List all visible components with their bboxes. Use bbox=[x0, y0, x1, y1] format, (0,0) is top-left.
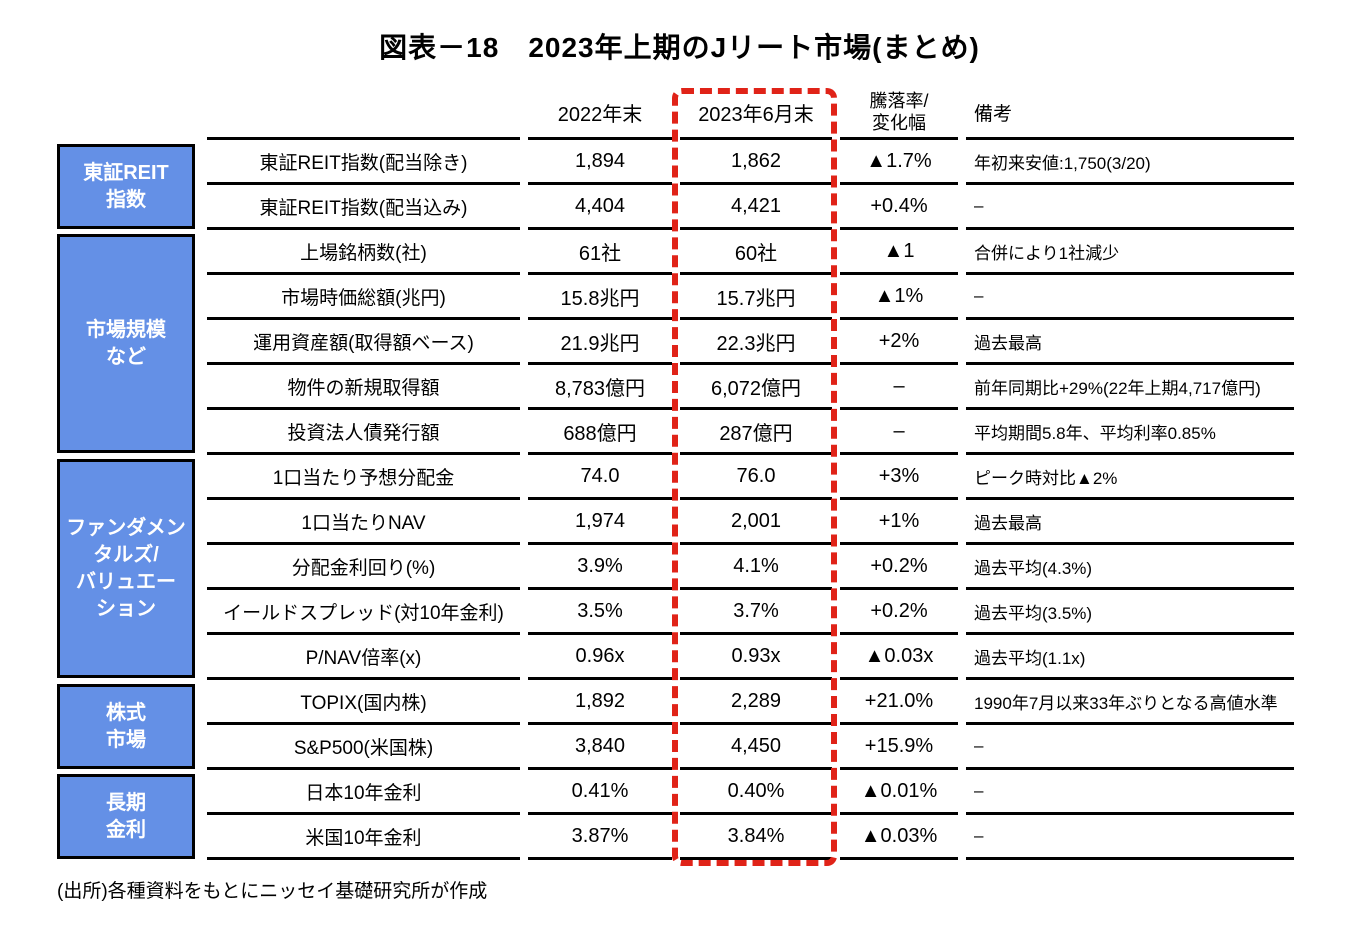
value-2022: 61社 bbox=[528, 230, 672, 275]
value-change: ▲1.7% bbox=[840, 140, 958, 185]
table-grid: 2022年末 2023年6月末 騰落率/ 変化幅 備考 東証REIT指数(配当除… bbox=[207, 88, 1294, 860]
value-2023: 3.84% bbox=[680, 815, 832, 860]
value-change: +15.9% bbox=[840, 725, 958, 770]
row-label: 1口当たりNAV bbox=[207, 500, 520, 545]
value-2022: 688億円 bbox=[528, 410, 672, 455]
value-2022: 1,974 bbox=[528, 500, 672, 545]
value-change: +3% bbox=[840, 455, 958, 500]
value-note: 年初来安値:1,750(3/20) bbox=[966, 140, 1294, 185]
row-label: S&P500(米国株) bbox=[207, 725, 520, 770]
value-note: 過去平均(1.1x) bbox=[966, 635, 1294, 680]
row-label: P/NAV倍率(x) bbox=[207, 635, 520, 680]
value-note: 1990年7月以来33年ぶりとなる高値水準 bbox=[966, 680, 1294, 725]
value-2022: 4,404 bbox=[528, 185, 672, 230]
row-label: 東証REIT指数(配当除き) bbox=[207, 140, 520, 185]
row-label: 米国10年金利 bbox=[207, 815, 520, 860]
value-note: 過去平均(3.5%) bbox=[966, 590, 1294, 635]
value-2023: 2,001 bbox=[680, 500, 832, 545]
value-2022: 1,894 bbox=[528, 140, 672, 185]
value-2022: 74.0 bbox=[528, 455, 672, 500]
value-note: ピーク時対比▲2% bbox=[966, 455, 1294, 500]
row-label: 運用資産額(取得額ベース) bbox=[207, 320, 520, 365]
row-label: 1口当たり予想分配金 bbox=[207, 455, 520, 500]
value-note: 平均期間5.8年、平均利率0.85% bbox=[966, 410, 1294, 455]
value-note: 過去最高 bbox=[966, 320, 1294, 365]
value-note: 過去最高 bbox=[966, 500, 1294, 545]
value-change: +21.0% bbox=[840, 680, 958, 725]
row-label: 分配金利回り(%) bbox=[207, 545, 520, 590]
source-note: (出所)各種資料をもとにニッセイ基礎研究所が作成 bbox=[57, 881, 488, 902]
value-2022: 1,892 bbox=[528, 680, 672, 725]
value-change: +0.2% bbox=[840, 590, 958, 635]
value-2023: 0.93x bbox=[680, 635, 832, 680]
value-2023: 15.7兆円 bbox=[680, 275, 832, 320]
column-header-2023: 2023年6月末 bbox=[680, 88, 832, 140]
column-header-2022: 2022年末 bbox=[528, 88, 672, 140]
value-change: ▲1% bbox=[840, 275, 958, 320]
value-2023: 0.40% bbox=[680, 770, 832, 815]
value-2022: 0.41% bbox=[528, 770, 672, 815]
column-header-change: 騰落率/ 変化幅 bbox=[840, 88, 958, 140]
value-2023: 3.7% bbox=[680, 590, 832, 635]
value-2023: 76.0 bbox=[680, 455, 832, 500]
value-change: +0.2% bbox=[840, 545, 958, 590]
column-header-remarks: 備考 bbox=[966, 88, 1294, 140]
value-note: 過去平均(4.3%) bbox=[966, 545, 1294, 590]
value-change: +1% bbox=[840, 500, 958, 545]
value-2022: 15.8兆円 bbox=[528, 275, 672, 320]
row-group-long-term-rates: 長期 金利 bbox=[57, 774, 195, 859]
value-2022: 3.5% bbox=[528, 590, 672, 635]
value-note: 合併により1社減少 bbox=[966, 230, 1294, 275]
value-2023: 4.1% bbox=[680, 545, 832, 590]
value-2023: 2,289 bbox=[680, 680, 832, 725]
row-group-tse-reit-index: 東証REIT 指数 bbox=[57, 144, 195, 229]
value-change: +2% bbox=[840, 320, 958, 365]
row-label: 上場銘柄数(社) bbox=[207, 230, 520, 275]
figure-title: 図表－18 2023年上期のJリート市場(まとめ) bbox=[379, 32, 980, 63]
row-label: 投資法人債発行額 bbox=[207, 410, 520, 455]
value-note: – bbox=[966, 725, 1294, 770]
value-2022: 3,840 bbox=[528, 725, 672, 770]
value-2022: 3.87% bbox=[528, 815, 672, 860]
value-2022: 21.9兆円 bbox=[528, 320, 672, 365]
value-2023: 4,421 bbox=[680, 185, 832, 230]
value-note: – bbox=[966, 770, 1294, 815]
value-change: ▲0.01% bbox=[840, 770, 958, 815]
row-group-fundamentals-valuation: ファンダメン タルズ/ バリュエー ション bbox=[57, 459, 195, 678]
row-label: 市場時価総額(兆円) bbox=[207, 275, 520, 320]
value-note: – bbox=[966, 185, 1294, 230]
value-change: ▲0.03x bbox=[840, 635, 958, 680]
value-2022: 0.96x bbox=[528, 635, 672, 680]
value-change: ▲1 bbox=[840, 230, 958, 275]
value-note: 前年同期比+29%(22年上期4,717億円) bbox=[966, 365, 1294, 410]
value-2023: 1,862 bbox=[680, 140, 832, 185]
row-label: 物件の新規取得額 bbox=[207, 365, 520, 410]
row-label: 日本10年金利 bbox=[207, 770, 520, 815]
value-2023: 6,072億円 bbox=[680, 365, 832, 410]
value-2022: 3.9% bbox=[528, 545, 672, 590]
jreit-summary-table: 東証REIT 指数 市場規模 など ファンダメン タルズ/ バリュエー ション … bbox=[0, 88, 1359, 878]
value-change: +0.4% bbox=[840, 185, 958, 230]
value-2023: 4,450 bbox=[680, 725, 832, 770]
row-label: TOPIX(国内株) bbox=[207, 680, 520, 725]
row-label: イールドスプレッド(対10年金利) bbox=[207, 590, 520, 635]
row-group-market-size: 市場規模 など bbox=[57, 234, 195, 453]
value-change: – bbox=[840, 365, 958, 410]
value-2023: 60社 bbox=[680, 230, 832, 275]
value-change: ▲0.03% bbox=[840, 815, 958, 860]
value-2023: 22.3兆円 bbox=[680, 320, 832, 365]
row-group-stock-market: 株式 市場 bbox=[57, 684, 195, 769]
value-note: – bbox=[966, 275, 1294, 320]
row-label: 東証REIT指数(配当込み) bbox=[207, 185, 520, 230]
value-change: – bbox=[840, 410, 958, 455]
column-header-row-label bbox=[207, 88, 520, 140]
value-2023: 287億円 bbox=[680, 410, 832, 455]
value-2022: 8,783億円 bbox=[528, 365, 672, 410]
value-note: – bbox=[966, 815, 1294, 860]
